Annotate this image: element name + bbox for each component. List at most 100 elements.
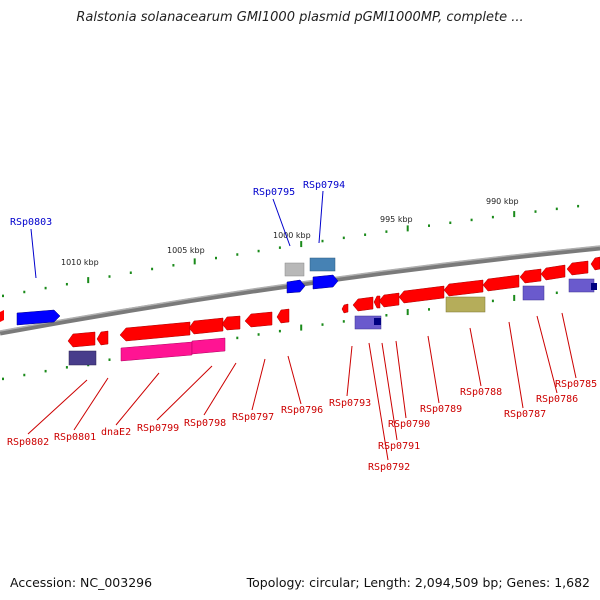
gene-rsp0798[interactable] [221, 315, 241, 331]
bottom-label-leaders [27, 312, 577, 461]
gene-purple-d[interactable] [568, 278, 595, 293]
scale-label-990: 990 kbp [486, 197, 519, 206]
forward-genes [0, 257, 339, 326]
label-rsp0787: RSp0787 [504, 409, 546, 420]
top-label-leaders [30, 190, 324, 279]
reverse-genes [67, 256, 600, 366]
minor-tick [108, 358, 111, 361]
minor-tick [257, 333, 260, 336]
label-rsp0789: RSp0789 [420, 404, 462, 415]
minor-tick [278, 246, 281, 249]
scale-label-1005: 1005 kbp [167, 246, 205, 255]
minor-tick [385, 314, 388, 317]
minor-tick [2, 294, 4, 298]
label-rsp0795: RSp0795 [253, 187, 295, 198]
label-rsp0796: RSp0796 [281, 405, 323, 416]
gene-pink-a[interactable] [120, 341, 193, 362]
minor-tick [577, 204, 580, 208]
minor-tick [491, 215, 494, 219]
minor-tick [534, 210, 537, 213]
label-rsp0790: RSp0790 [388, 419, 430, 430]
major-tick [406, 225, 409, 232]
gene-gray-upper[interactable] [284, 262, 305, 277]
minor-tick [257, 249, 260, 253]
label-rsp0798: RSp0798 [184, 418, 226, 429]
gene-rsp0801[interactable] [96, 330, 109, 346]
gene-rsp0792[interactable] [352, 296, 374, 312]
label-rsp0794: RSp0794 [303, 180, 345, 191]
gene-dnae2[interactable] [119, 321, 191, 342]
gene-navy-a[interactable] [374, 318, 381, 325]
scale-label-1010: 1010 kbp [61, 258, 99, 267]
major-tick [406, 309, 409, 316]
minor-tick [65, 282, 68, 286]
minor-tick [555, 291, 558, 295]
gene-olive[interactable] [445, 296, 486, 313]
minor-tick [491, 299, 494, 303]
gene-rsp0791[interactable] [373, 295, 381, 309]
minor-tick [151, 267, 154, 271]
gene-rsp0795[interactable] [286, 279, 306, 294]
minor-tick [236, 253, 239, 256]
scale-label-995: 995 kbp [380, 215, 413, 224]
gene-rsp0787[interactable] [482, 274, 520, 292]
minor-tick [23, 290, 26, 294]
label-rsp0802: RSp0802 [7, 437, 49, 448]
label-rsp0801: RSp0801 [54, 432, 96, 443]
minor-tick [23, 373, 26, 377]
minor-tick [555, 207, 558, 211]
gene-rsp0788[interactable] [443, 279, 484, 297]
major-tick [300, 324, 303, 331]
minor-tick [172, 264, 175, 267]
gene-navy-b[interactable] [591, 283, 597, 290]
label-rsp0786: RSp0786 [536, 394, 578, 405]
accession: Accession: NC_003296 [10, 575, 153, 590]
label-rsp0793: RSp0793 [329, 398, 371, 409]
label-rsp0791: RSp0791 [378, 441, 420, 452]
gene-rsp0789[interactable] [398, 285, 445, 304]
minor-tick [470, 218, 473, 222]
label-dnae2: dnaE2 [101, 427, 131, 438]
label-rsp0785: RSp0785 [555, 379, 597, 390]
gene-purple-a[interactable] [68, 350, 97, 366]
minor-tick [342, 320, 345, 323]
minor-tick [65, 366, 68, 369]
major-tick [300, 241, 303, 248]
map-title: Ralstonia solanacearum GMI1000 plasmid p… [76, 10, 524, 25]
scale-label-1000: 1000 kbp [273, 231, 311, 240]
gene-purple-c[interactable] [522, 285, 545, 301]
gene-rsp0785[interactable] [590, 256, 600, 271]
gene-rsp0794[interactable] [312, 274, 339, 290]
gene-rsp0797[interactable] [244, 311, 273, 328]
minor-tick [364, 233, 367, 236]
gene-rsp0803[interactable] [16, 309, 61, 326]
gene-rsp0790[interactable] [378, 292, 400, 308]
label-rsp0803: RSp0803 [10, 217, 52, 228]
label-rsp0797: RSp0797 [232, 412, 274, 423]
gene-pink-b[interactable] [191, 337, 226, 355]
minor-tick [342, 236, 345, 240]
minor-tick [236, 336, 239, 340]
gene-rsp0786[interactable] [519, 268, 542, 284]
minor-tick [44, 286, 47, 290]
label-rsp0792: RSp0792 [368, 462, 410, 473]
label-rsp0788: RSp0788 [460, 387, 502, 398]
gene-rsp0802[interactable] [67, 331, 96, 348]
gene-steelblue-upper[interactable] [309, 257, 336, 272]
gene-red-edge-left[interactable] [0, 310, 4, 322]
gene-rsp0793[interactable] [341, 303, 349, 314]
major-tick [513, 294, 516, 301]
label-rsp0799: RSp0799 [137, 423, 179, 434]
gene-rsp0799[interactable] [188, 317, 224, 335]
minor-tick [428, 224, 430, 227]
major-tick [87, 277, 90, 284]
gene-rsp0796[interactable] [276, 308, 290, 324]
minor-tick [108, 275, 111, 278]
minor-tick [278, 329, 281, 333]
minor-tick [44, 369, 47, 373]
gene-red-a[interactable] [540, 264, 566, 281]
gene-red-b[interactable] [566, 260, 589, 276]
minor-tick [2, 377, 4, 381]
minor-tick [385, 230, 388, 233]
